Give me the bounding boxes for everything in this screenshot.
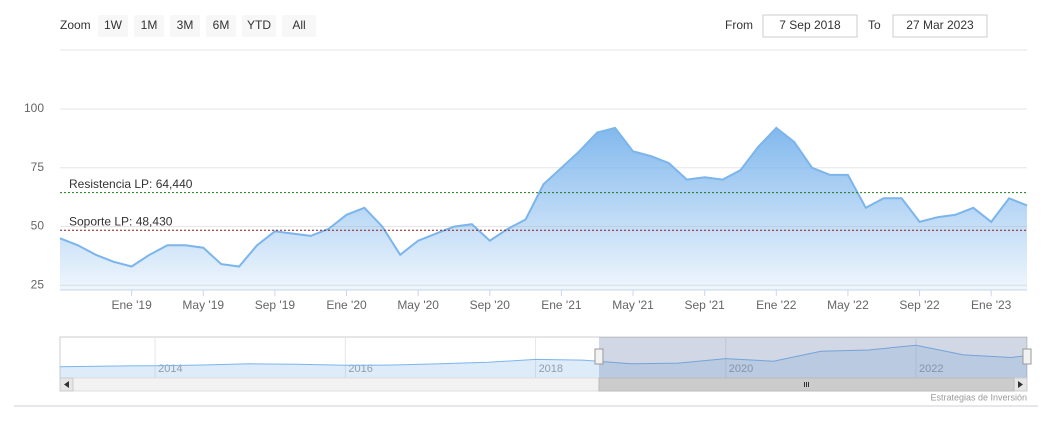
nav-tick-label: 2022 <box>919 363 943 375</box>
nav-area <box>60 345 1027 378</box>
zoom-label: Zoom <box>60 18 91 32</box>
arrow-left <box>64 381 69 388</box>
x-tick-label: May '20 <box>397 298 439 312</box>
zoom-button[interactable] <box>134 15 164 37</box>
credits: Estrategias de Inversión <box>930 392 1027 402</box>
from-input-box[interactable] <box>762 14 858 38</box>
nav-tick-label: 2020 <box>729 363 753 375</box>
x-tick-label: Sep '20 <box>470 298 511 312</box>
from-date[interactable]: 7 Sep 2018 <box>779 18 841 32</box>
nav-tick-label: 2016 <box>348 363 372 375</box>
x-tick-label: Sep '21 <box>685 298 726 312</box>
zoom-button[interactable] <box>282 15 316 37</box>
navigator: 2014 2016 2018 2020 2022 <box>59 337 1032 378</box>
zoom-button-label[interactable]: 6M <box>213 18 230 32</box>
zoom-button-label[interactable]: 3M <box>177 18 194 32</box>
x-tick-label: May '19 <box>182 298 224 312</box>
to-date[interactable]: 27 Mar 2023 <box>906 18 974 32</box>
zoom-button[interactable] <box>98 15 128 37</box>
to-input-box[interactable] <box>892 14 988 38</box>
line <box>59 126 1028 268</box>
zoom-button-label[interactable]: All <box>292 18 305 32</box>
zoom-button-label[interactable]: 1M <box>141 18 158 32</box>
x-tick-label: Ene '22 <box>756 298 797 312</box>
x-tick-label: Ene '19 <box>111 298 152 312</box>
y-tick-label: 50 <box>31 219 45 233</box>
zoom-button[interactable] <box>242 15 276 37</box>
from-label: From <box>725 18 753 32</box>
x-tick-label: Ene '20 <box>326 298 367 312</box>
to-label: To <box>868 18 881 32</box>
y-tick-label: 25 <box>31 277 45 291</box>
y-tick-label: 75 <box>31 160 45 174</box>
nav-tick-label: 2018 <box>539 363 563 375</box>
nav-handle[interactable] <box>594 348 604 365</box>
y-tick-label: 100 <box>24 101 44 115</box>
plot-line-label: Resistencia LP: 64,440 <box>69 177 193 191</box>
area-fill <box>60 127 1027 291</box>
x-tick-label: Sep '19 <box>255 298 296 312</box>
x-tick-label: Ene '21 <box>541 298 582 312</box>
x-tick-label: Sep '22 <box>899 298 940 312</box>
nav-line <box>59 344 1028 368</box>
arrow-right <box>1018 381 1023 388</box>
zoom-button-label[interactable]: 1W <box>104 18 123 32</box>
x-tick-label: May '21 <box>612 298 654 312</box>
nav-handle[interactable] <box>1022 348 1032 365</box>
zoom-button[interactable] <box>206 15 236 37</box>
x-tick-label: Ene '23 <box>971 298 1012 312</box>
zoom-button[interactable] <box>170 15 200 37</box>
zoom-buttons: 1W 1M 3M 6M YTD All <box>98 15 316 37</box>
plot-line-label: Soporte LP: 48,430 <box>69 214 173 228</box>
zoom-button-label[interactable]: YTD <box>247 18 271 32</box>
nav-selection[interactable] <box>598 337 1027 378</box>
main-plot: 25 50 75 100 Ene '19 May '19 Sep '19 Ene '20 May… <box>24 101 1028 312</box>
x-tick-label: May '22 <box>827 298 869 312</box>
